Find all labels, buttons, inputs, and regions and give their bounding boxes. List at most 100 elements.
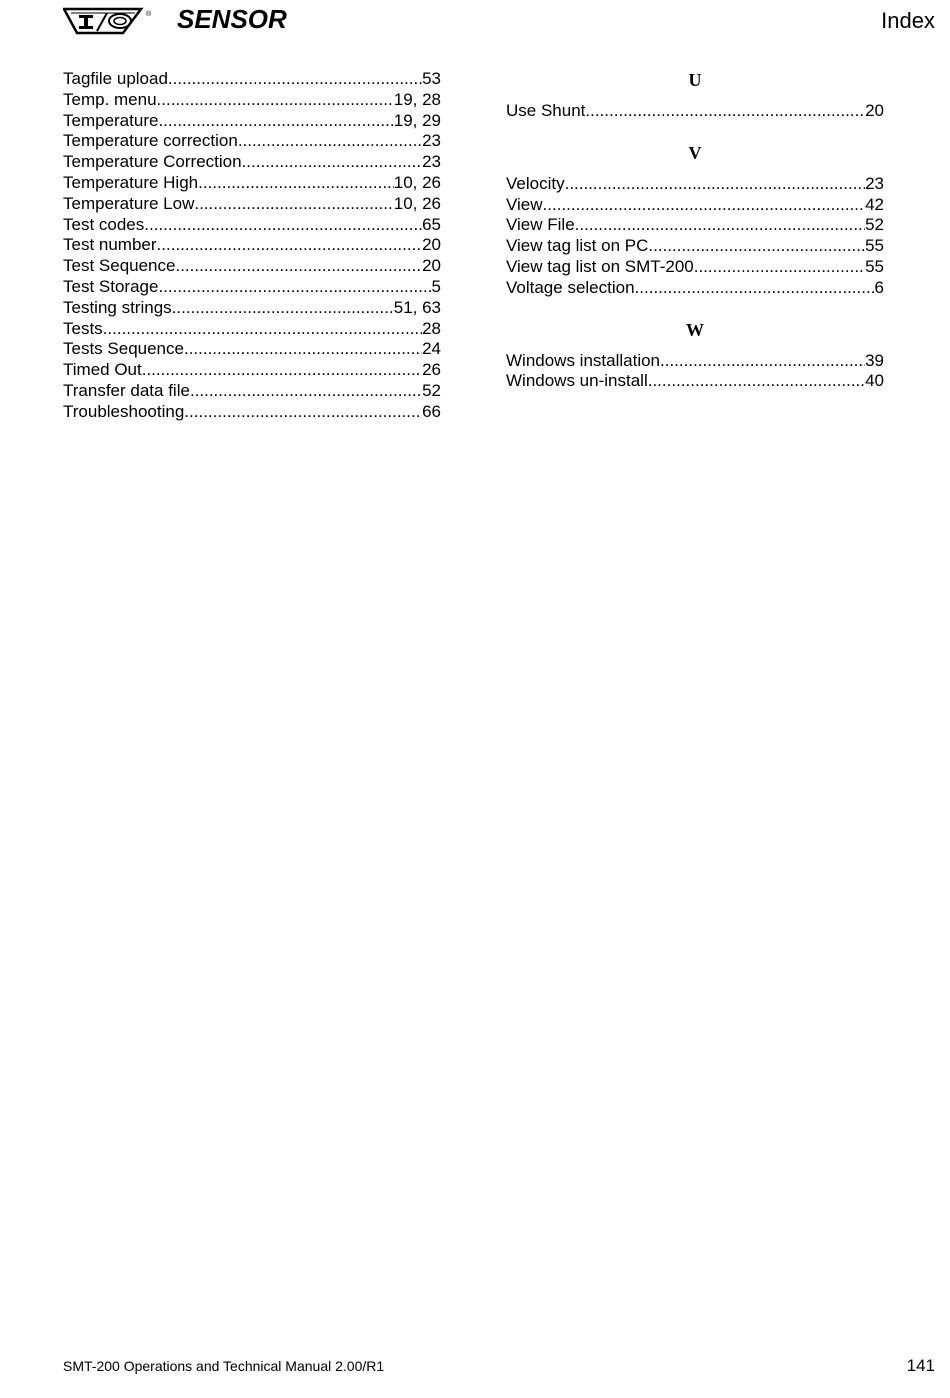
index-pages: 53 [422, 69, 441, 88]
index-term: Temperature Low [63, 193, 195, 213]
index-entry: Temperature Correction 23 [63, 152, 441, 173]
index-pages: 55 [865, 236, 884, 256]
index-term: Test number [63, 235, 157, 255]
leader-dots [694, 257, 865, 278]
footer-manual-title: SMT-200 Operations and Technical Manual … [63, 1358, 385, 1374]
index-entry: Temp. menu 19, 28 [63, 90, 441, 111]
index-term: Temperature [63, 110, 159, 130]
index-entry: Transfer data file 52 [63, 381, 441, 402]
index-entry: Use Shunt 20 [506, 101, 884, 122]
leader-dots [175, 256, 422, 277]
index-letter-heading: W [686, 319, 704, 340]
index-entry: Tests Sequence 24 [63, 339, 441, 360]
index-pages: 20 [422, 256, 441, 276]
index-entry: Voltage selection 6 [506, 278, 884, 299]
index-pages: 19, 28 [393, 89, 441, 109]
index-term: Testing strings [63, 297, 172, 317]
index-entry: Windows un-install 40 [506, 371, 884, 392]
svg-text:®: ® [146, 10, 152, 18]
leader-dots [575, 215, 865, 236]
leader-dots [648, 236, 865, 257]
index-term: View tag list on SMT-200 [506, 256, 694, 276]
leader-dots [648, 371, 865, 392]
leader-dots [543, 195, 866, 216]
leader-dots [585, 101, 865, 122]
index-entry: Test Sequence 20 [63, 256, 441, 277]
leader-dots [238, 131, 422, 152]
index-pages: 6 [874, 277, 884, 297]
index-term: Transfer data file [63, 380, 190, 400]
index-term: Tagfile upload [63, 69, 168, 88]
index-entry: Test codes 65 [63, 215, 441, 236]
index-pages: 39 [865, 350, 884, 370]
index-term: Temperature correction [63, 131, 238, 151]
leader-dots [242, 152, 423, 173]
index-term: Use Shunt [506, 101, 586, 120]
index-pages: 55 [865, 256, 884, 276]
index-entry: Temperature High 10, 26 [63, 173, 441, 194]
leader-dots [194, 194, 393, 215]
leader-dots [168, 69, 422, 90]
index-pages: 28 [422, 318, 441, 338]
index-pages: 51, 63 [393, 297, 441, 317]
index-letter-heading: V [688, 142, 702, 163]
leader-dots [198, 173, 394, 194]
leader-dots [190, 381, 422, 402]
index-entry: Tagfile upload 53 [63, 69, 441, 90]
index-column-left: Tagfile upload53Temp. menu19, 28Temperat… [63, 69, 441, 423]
leader-dots [635, 278, 875, 299]
index-term: View [506, 194, 543, 214]
leader-dots [565, 174, 865, 195]
index-pages: 10, 26 [393, 172, 441, 192]
brand-name: SENSOR [177, 4, 287, 34]
index-term: Test Storage [63, 276, 159, 296]
index-pages: 65 [422, 214, 441, 234]
leader-dots [157, 235, 423, 256]
index-pages: 26 [422, 360, 441, 380]
leader-dots [184, 402, 422, 423]
index-pages: 23 [865, 173, 884, 193]
index-term: Velocity [506, 173, 565, 193]
index-entry: Velocity 23 [506, 174, 884, 195]
index-pages: 20 [422, 235, 441, 255]
index-pages: 5 [431, 276, 441, 296]
index-pages: 24 [422, 339, 441, 359]
index-entry: View tag list on PC 55 [506, 236, 884, 257]
index-term: Windows un-install [506, 371, 648, 391]
index-pages: 10, 26 [393, 193, 441, 213]
leader-dots [144, 215, 422, 236]
index-pages: 52 [865, 215, 884, 235]
index-letter-heading: U [688, 70, 702, 90]
page-number: 141 [906, 1356, 935, 1375]
index-pages: 19, 29 [393, 110, 441, 130]
index-term: Test Sequence [63, 256, 176, 276]
index-entry: Testing strings 51, 63 [63, 298, 441, 319]
leader-dots [172, 298, 394, 319]
index-term: View File [506, 215, 575, 235]
index-term: Temperature Correction [63, 152, 242, 172]
index-pages: 20 [865, 101, 884, 120]
spacer [506, 122, 884, 142]
index-pages: 23 [422, 131, 441, 151]
leader-dots [158, 111, 393, 132]
index-term: Voltage selection [506, 277, 635, 297]
leader-dots [142, 360, 422, 381]
index-pages: 52 [422, 380, 441, 400]
index-pages: 40 [865, 371, 884, 391]
index-pages: 66 [422, 401, 441, 421]
index-entry: Temperature correction 23 [63, 131, 441, 152]
index-column-right: U Use Shunt 20 V Velocity 23 View 42 View File 52… [506, 69, 884, 392]
index-entry: Test Storage 5 [63, 277, 441, 298]
index-entry: Temperature Low 10, 26 [63, 194, 441, 215]
index-term: Tests [63, 318, 103, 338]
index-term: Temperature High [63, 172, 199, 192]
io-sensor-logo: ® [63, 7, 152, 35]
leader-dots [184, 339, 422, 360]
index-entry: Troubleshooting 66 [63, 402, 441, 423]
index-entry: View File 52 [506, 215, 884, 236]
index-term: Temp. menu [63, 89, 157, 109]
index-entry: Windows installation 39 [506, 351, 884, 372]
index-term: Windows installation [506, 350, 661, 370]
index-entry: Temperature 19, 29 [63, 111, 441, 132]
